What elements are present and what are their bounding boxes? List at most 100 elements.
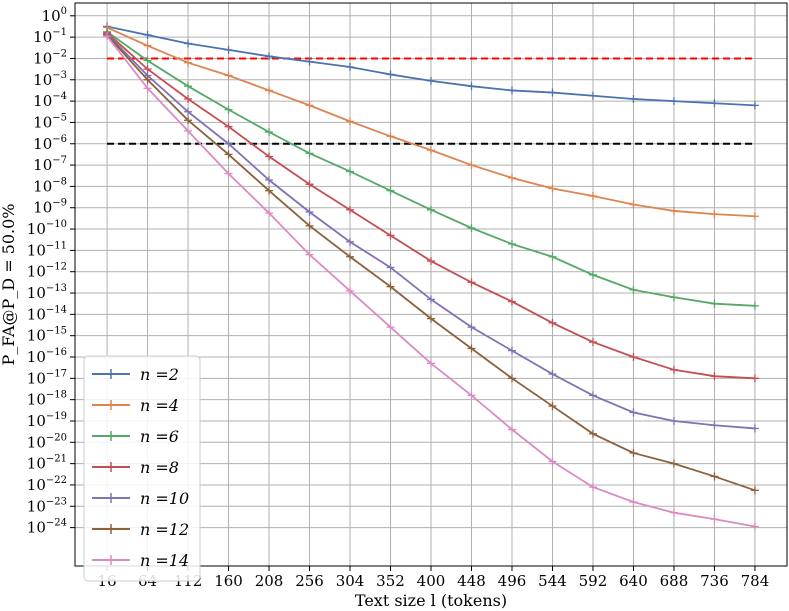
legend-label: n =10 — [140, 489, 189, 508]
legend-item: n =6 — [92, 427, 179, 446]
y-tick-label: 10−21 — [27, 454, 67, 473]
data-point — [710, 210, 719, 219]
legend-label: n =4 — [140, 396, 179, 415]
legend-item: n =14 — [92, 551, 189, 570]
legend-label: n =8 — [140, 458, 179, 477]
data-point — [750, 424, 759, 433]
legend-item: n =12 — [92, 520, 189, 539]
data-point — [669, 459, 678, 468]
data-point — [710, 299, 719, 308]
data-point — [750, 374, 759, 383]
x-tick-label: 352 — [376, 572, 405, 590]
data-point — [346, 286, 355, 295]
data-point — [669, 365, 678, 374]
x-tick-label: 160 — [214, 572, 243, 590]
data-point — [548, 252, 557, 261]
x-axis-label: Text size l (tokens) — [355, 591, 507, 610]
data-point — [507, 346, 516, 355]
data-point — [386, 132, 395, 141]
data-point — [305, 250, 314, 259]
y-tick-label: 10−20 — [27, 432, 67, 451]
y-tick-label: 10−4 — [33, 91, 67, 110]
data-point — [427, 76, 435, 85]
data-point — [184, 107, 193, 116]
data-point — [588, 429, 597, 438]
data-point — [184, 39, 193, 48]
data-point — [507, 86, 516, 95]
y-tick-label: 10−10 — [27, 219, 67, 238]
data-point — [224, 122, 233, 131]
data-point — [548, 370, 557, 379]
y-tick-label: 10−6 — [33, 134, 67, 153]
data-point — [427, 359, 435, 368]
data-point — [265, 186, 274, 195]
x-tick-label: 688 — [660, 572, 689, 590]
data-point — [143, 30, 152, 39]
x-tick-label: 448 — [457, 572, 486, 590]
legend-box — [83, 355, 201, 582]
data-point — [427, 146, 435, 155]
data-point — [588, 270, 597, 279]
data-point — [427, 314, 435, 323]
data-point — [386, 70, 395, 79]
data-point — [386, 282, 395, 291]
data-point — [588, 191, 597, 200]
x-tick-label: 208 — [255, 572, 284, 590]
y-tick-label: 10−7 — [33, 155, 67, 174]
data-point — [629, 200, 638, 209]
data-point — [629, 448, 638, 457]
data-point — [184, 82, 193, 91]
data-point — [629, 285, 638, 294]
data-point — [224, 45, 233, 54]
y-tick-label: 10−11 — [27, 240, 67, 259]
data-point — [386, 186, 395, 195]
data-point — [629, 408, 638, 417]
y-tick-label: 10−23 — [27, 496, 67, 515]
data-point — [467, 161, 476, 170]
data-point — [750, 522, 759, 531]
data-point — [750, 212, 759, 221]
data-point — [346, 62, 355, 71]
data-point — [467, 391, 476, 400]
data-point — [346, 205, 355, 214]
x-tick-label: 544 — [538, 572, 567, 590]
data-point — [143, 84, 152, 93]
data-point — [507, 374, 516, 383]
legend-item: n =8 — [92, 458, 179, 477]
data-point — [265, 152, 274, 161]
data-point — [467, 323, 476, 332]
data-point — [346, 237, 355, 246]
x-tick-label: 592 — [579, 572, 608, 590]
data-point — [184, 58, 193, 67]
data-point — [507, 173, 516, 182]
reference-lines — [107, 57, 755, 145]
data-point — [710, 372, 719, 381]
data-point — [265, 176, 274, 185]
data-point — [224, 169, 233, 178]
data-point — [265, 52, 274, 61]
data-point — [265, 128, 274, 137]
data-point — [629, 353, 638, 362]
legend-item: n =4 — [92, 396, 179, 415]
series — [103, 29, 759, 433]
y-tick-label: 10−1 — [33, 27, 67, 46]
data-point — [710, 515, 719, 524]
data-point — [265, 209, 274, 218]
data-point — [346, 117, 355, 126]
data-point — [143, 41, 152, 50]
data-point — [184, 126, 193, 135]
data-point — [224, 139, 233, 148]
legend-item: n =2 — [92, 365, 179, 384]
x-tick-label: 400 — [417, 572, 446, 590]
data-point — [669, 293, 678, 302]
y-tick-label: 10−14 — [27, 304, 67, 323]
data-point — [265, 86, 274, 95]
data-point — [467, 223, 476, 232]
data-point — [669, 416, 678, 425]
x-tick-label: 640 — [619, 572, 648, 590]
y-tick-label: 10−16 — [27, 347, 67, 366]
data-point — [548, 318, 557, 327]
y-tick-label: 10−22 — [27, 475, 67, 494]
data-point — [427, 295, 435, 304]
